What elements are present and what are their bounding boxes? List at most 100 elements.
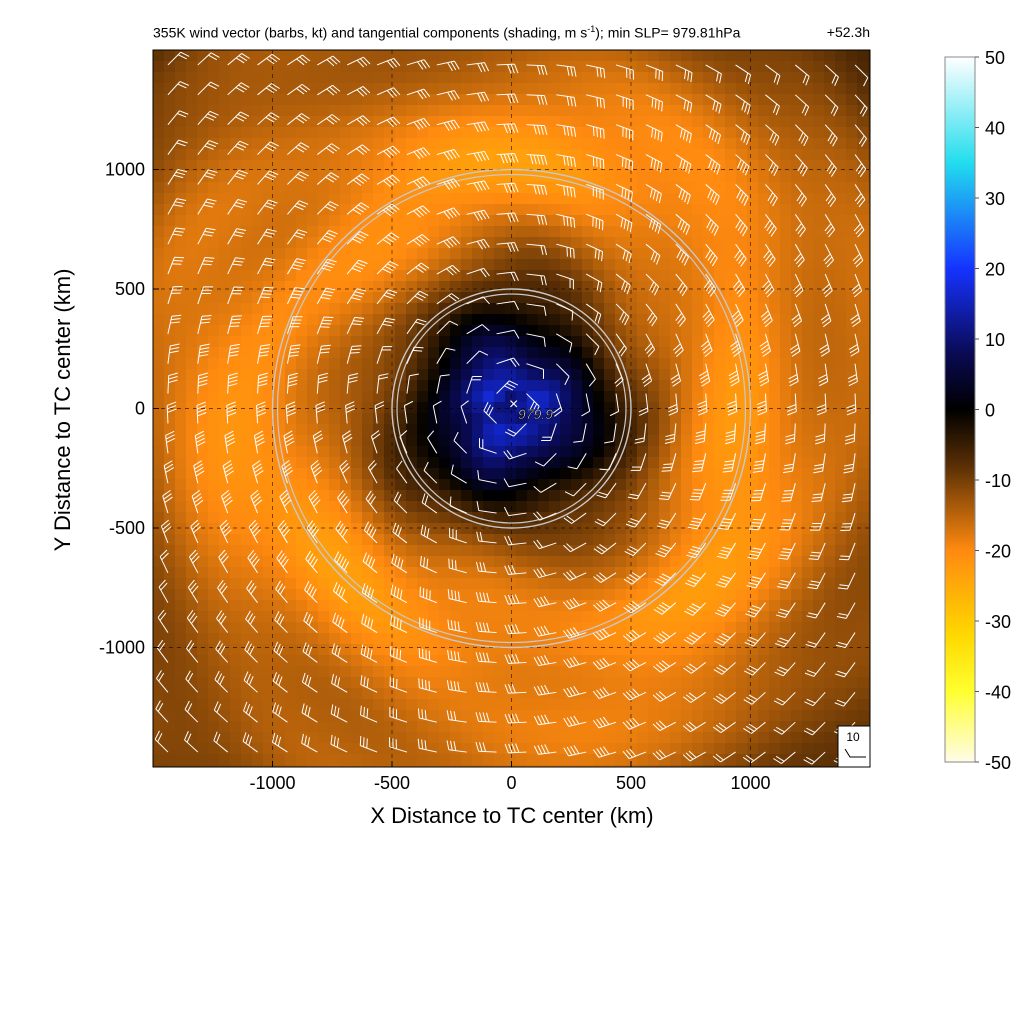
heat-cell [186,336,198,348]
heat-cell [747,50,759,62]
heat-cell [758,204,770,216]
heat-cell [571,226,583,238]
heat-cell [802,413,814,425]
heat-cell [208,391,220,403]
heat-cell [527,688,539,700]
heat-cell [615,215,627,227]
heat-cell [780,193,792,205]
heat-cell [802,380,814,392]
heat-cell [615,644,627,656]
heat-cell [208,116,220,128]
chart-title: 355K wind vector (barbs, kt) and tangent… [153,24,741,41]
heat-cell [428,435,440,447]
heat-cell [428,83,440,95]
heat-cell [351,50,363,62]
heat-cell [252,391,264,403]
barb-flag [334,675,338,686]
barb-flag [295,117,305,124]
heat-cell [450,523,462,535]
barb-flag [238,84,247,91]
heat-cell [197,644,209,656]
heat-cell [659,688,671,700]
heat-cell [538,149,550,161]
heat-cell [659,446,671,458]
heat-cell [329,182,341,194]
barb-flag [267,228,277,232]
heat-cell [274,171,286,183]
heat-cell [692,501,704,513]
heat-cell [626,710,638,722]
heat-cell [219,523,231,535]
heat-cell [307,512,319,524]
heat-cell [527,270,539,282]
heat-cell [197,50,209,62]
heat-cell [868,523,870,535]
barb-flag [230,322,240,324]
heat-cell [516,171,528,183]
heat-cell [846,314,858,326]
heat-cell [648,633,660,645]
heat-cell [824,380,836,392]
heat-cell [153,72,165,84]
heat-cell [538,380,550,392]
heat-cell [747,369,759,381]
heat-cell [384,567,396,579]
heat-cell [527,655,539,667]
heat-cell [582,578,594,590]
barb-flag [236,228,247,232]
heat-cell [406,512,418,524]
heat-cell [802,358,814,370]
heat-cell [494,655,506,667]
barb-flag [318,379,328,384]
heat-cell [780,424,792,436]
heat-cell [175,468,187,480]
heat-cell [296,468,308,480]
heat-cell [824,226,836,238]
heat-cell [186,325,198,337]
heat-cell [230,435,242,447]
heat-cell [197,622,209,634]
heat-cell [846,226,858,238]
heat-cell [593,732,605,744]
heat-cell [725,281,737,293]
heat-cell [285,336,297,348]
heat-cell [153,193,165,205]
heat-cell [813,358,825,370]
heat-cell [428,314,440,326]
heat-cell [593,666,605,678]
heat-cell [714,468,726,480]
heat-cell [406,72,418,84]
heat-cell [318,402,330,414]
heat-cell [703,127,715,139]
heat-cell [791,446,803,458]
heat-cell [571,765,583,767]
barb-flag [262,263,273,267]
heat-cell [329,72,341,84]
heat-cell [527,94,539,106]
heat-cell [758,710,770,722]
heat-cell [307,391,319,403]
heat-cell [494,710,506,722]
heat-cell [560,622,572,634]
heat-cell [439,435,451,447]
heat-cell [395,534,407,546]
barb-flag [293,290,304,293]
heat-cell [560,567,572,579]
heat-cell [351,380,363,392]
heat-cell [175,116,187,128]
heat-cell [186,105,198,117]
heat-cell [153,545,165,557]
heat-cell [373,72,385,84]
heat-cell [285,512,297,524]
barb-flag [219,645,226,655]
heat-cell [835,292,847,304]
heat-cell [560,149,572,161]
barb-flag [158,642,166,652]
heat-cell [494,457,506,469]
heat-cell [604,259,616,271]
heat-cell [483,72,495,84]
heat-cell [527,391,539,403]
heat-cell [758,94,770,106]
heat-cell [373,83,385,95]
heat-cell [197,83,209,95]
